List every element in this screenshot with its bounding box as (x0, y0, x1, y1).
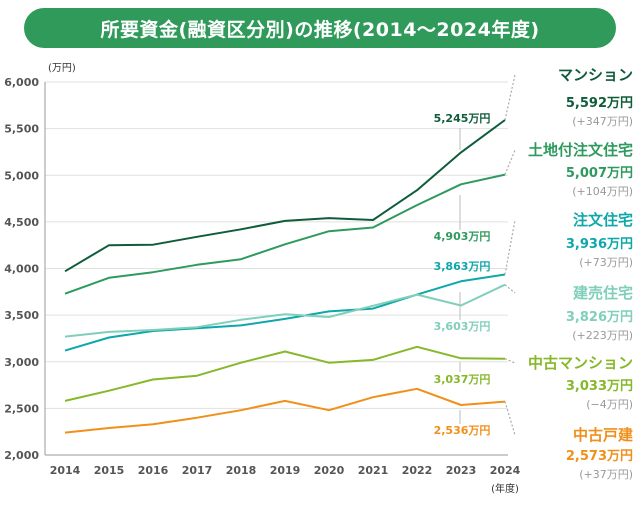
data-label-2023: 2,536万円 (434, 424, 491, 437)
series-name-label: 中古マンション (528, 354, 633, 372)
series-name-label: 建売住宅 (573, 284, 633, 302)
data-label-2023: 3,037万円 (434, 373, 491, 386)
y-tick-label: 6,000 (4, 76, 39, 89)
y-tick-label: 3,500 (4, 309, 39, 322)
y-tick-label: 4,000 (4, 263, 39, 276)
chart-title: 所要資金(融資区分別)の推移(2014〜2024年度) (24, 8, 616, 48)
x-tick-label: 2023 (446, 464, 477, 477)
x-tick-label: 2018 (226, 464, 257, 477)
series-final-value: 5,007万円 (566, 166, 633, 181)
series-final-value: 5,592万円 (566, 96, 633, 111)
leader-line (504, 219, 516, 275)
x-unit-label: (年度) (491, 482, 519, 495)
series-change-label: (+104万円) (572, 185, 633, 198)
series-name-label: 土地付注文住宅 (528, 141, 633, 159)
x-tick-label: 2020 (314, 464, 345, 477)
leader-line (504, 358, 516, 364)
x-tick-label: 2014 (50, 464, 81, 477)
leader-line (504, 284, 516, 294)
x-tick-label: 2015 (94, 464, 125, 477)
data-label-2023: 3,603万円 (434, 320, 491, 333)
y-tick-label: 5,500 (4, 123, 39, 136)
series-final-value: 3,936万円 (566, 237, 633, 252)
y-tick-label: 2,500 (4, 402, 39, 415)
series-change-label: (+37万円) (579, 468, 633, 481)
x-tick-label: 2022 (402, 464, 433, 477)
y-tick-label: 2,000 (4, 449, 39, 462)
series-change-label: (+73万円) (579, 256, 633, 269)
series-final-value: 2,573万円 (566, 449, 633, 464)
leader-line (504, 401, 516, 436)
series-name-label: マンション (558, 66, 633, 84)
series-change-label: (+223万円) (572, 329, 633, 342)
series-line (64, 173, 506, 295)
series-change-label: (+347万円) (572, 115, 633, 128)
series-line (64, 273, 506, 352)
y-tick-label: 3,000 (4, 356, 39, 369)
x-tick-label: 2019 (270, 464, 301, 477)
series-final-value: 3,033万円 (566, 379, 633, 394)
series-final-value: 3,826万円 (566, 310, 633, 325)
x-tick-label: 2016 (138, 464, 169, 477)
series-line (64, 345, 506, 402)
series-line (64, 283, 506, 338)
data-label-2023: 3,863万円 (434, 260, 491, 273)
y-unit-label: (万円) (48, 63, 76, 74)
leader-line (504, 149, 516, 175)
y-tick-label: 5,000 (4, 169, 39, 182)
series-name-label: 注文住宅 (573, 211, 633, 229)
series-change-label: (−4万円) (586, 398, 633, 411)
data-label-2023: 4,903万円 (434, 230, 491, 243)
data-label-2023: 5,245万円 (434, 112, 491, 125)
series-line (64, 387, 506, 434)
series-name-label: 中古戸建 (573, 426, 634, 444)
x-tick-label: 2024 (490, 464, 521, 477)
y-tick-label: 4,500 (4, 216, 39, 229)
x-tick-label: 2021 (358, 464, 389, 477)
series-line (64, 119, 506, 273)
x-tick-label: 2017 (182, 464, 213, 477)
